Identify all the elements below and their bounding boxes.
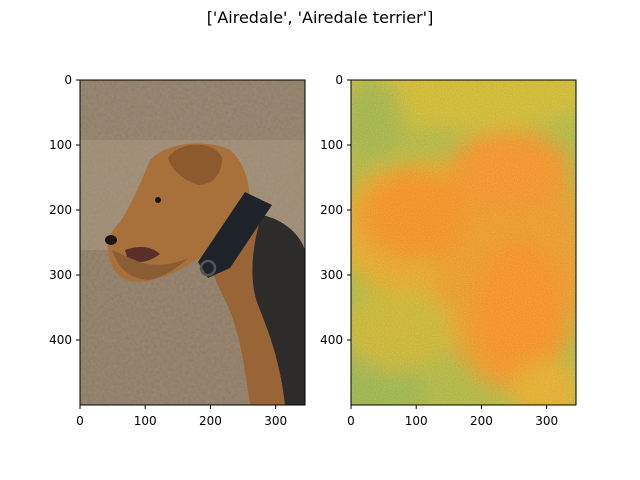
right-x-tick-label: 100 [405,414,428,428]
right-x-tick-label: 200 [470,414,493,428]
right-axes-frame [350,79,577,406]
heatmap-noise [351,80,576,405]
left-x-tick-label: 300 [264,414,287,428]
tick-layer: 0 100 200 300 0 100 200 300 400 0 100 200 300 0 100 200… [49,73,558,428]
left-y-tick-label: 100 [49,138,72,152]
dog-nose [105,235,117,245]
right-y-tick-label: 300 [320,268,343,282]
dog-saddle [252,215,305,405]
right-y-tick-label: 0 [335,73,343,87]
right-x-tick-label: 300 [535,414,558,428]
left-y-tick-label: 200 [49,203,72,217]
left-x-tick-label: 200 [199,414,222,428]
right-y-tick-label: 400 [320,333,343,347]
left-image-panel [80,80,305,405]
right-heatmap-panel [351,80,576,405]
dog-beard [112,250,188,280]
left-x-tick-label: 0 [76,414,84,428]
dog-ear [168,144,222,185]
left-y-tick-label: 0 [64,73,72,87]
left-x-tick-label: 100 [134,414,157,428]
dog-mouth [125,246,160,262]
right-y-tick-label: 100 [320,138,343,152]
dog-eye [155,197,161,203]
figure-title: ['Airedale', 'Airedale terrier'] [206,8,434,27]
left-axes-frame [79,79,306,406]
left-y-tick-label: 300 [49,268,72,282]
right-x-tick-label: 0 [347,414,355,428]
collar-ring [199,259,217,277]
left-y-tick-label: 400 [49,333,72,347]
right-y-tick-label: 200 [320,203,343,217]
dog-collar [198,192,272,278]
